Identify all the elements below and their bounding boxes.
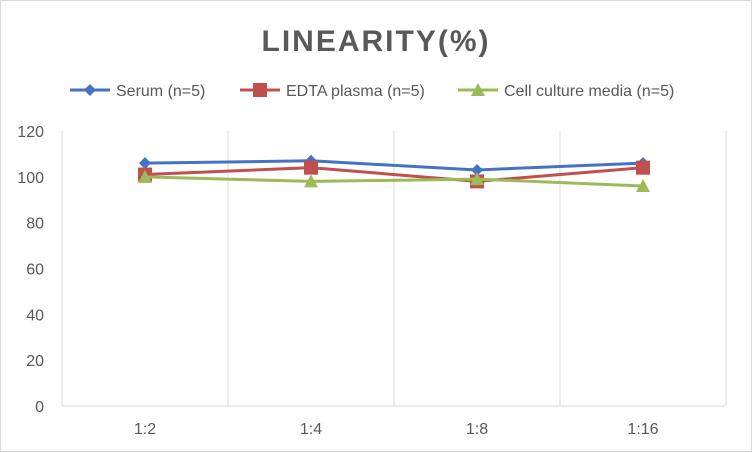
series-path — [144, 159, 644, 172]
series-path — [144, 175, 644, 188]
series-layer — [138, 154, 650, 192]
legend-marker — [253, 83, 267, 97]
x-tick-label: 1:4 — [300, 421, 322, 438]
y-tick-label: 80 — [26, 216, 44, 233]
data-point — [139, 157, 151, 170]
x-tick-label: 1:2 — [134, 421, 156, 438]
data-point — [636, 160, 650, 175]
legend-label: Cell culture media (n=5) — [504, 83, 674, 100]
y-axis: 0 20 40 60 80 100 120 — [17, 124, 44, 416]
legend-item: Serum (n=5) — [70, 83, 205, 100]
series-path — [144, 166, 644, 183]
data-point — [304, 160, 318, 175]
x-tick-label: 1:16 — [627, 421, 658, 438]
y-tick-label: 120 — [17, 124, 44, 141]
legend-marker — [84, 84, 96, 96]
chart-title: LINEARITY(%) — [262, 25, 491, 58]
legend-item: Cell culture media (n=5) — [458, 83, 674, 100]
data-point — [304, 174, 318, 188]
legend: Serum (n=5) EDTA plasma (n=5) Cell culture… — [70, 83, 674, 100]
legend-label: Serum (n=5) — [116, 83, 205, 100]
legend-item: EDTA plasma (n=5) — [240, 83, 425, 100]
y-tick-label: 0 — [35, 399, 44, 416]
y-tick-label: 20 — [26, 353, 44, 370]
y-tick-label: 40 — [26, 307, 44, 324]
x-axis: 1:2 1:4 1:8 1:16 — [62, 405, 726, 438]
series-line — [138, 169, 650, 192]
data-point — [470, 172, 484, 186]
legend-label: EDTA plasma (n=5) — [286, 83, 425, 100]
data-point — [471, 163, 483, 176]
data-point — [138, 169, 152, 183]
gridlines — [61, 131, 727, 406]
x-tick-label: 1:8 — [466, 421, 488, 438]
data-point — [636, 179, 650, 192]
y-tick-label: 60 — [26, 262, 44, 279]
legend-marker — [471, 83, 485, 96]
y-tick-label: 100 — [17, 170, 44, 187]
